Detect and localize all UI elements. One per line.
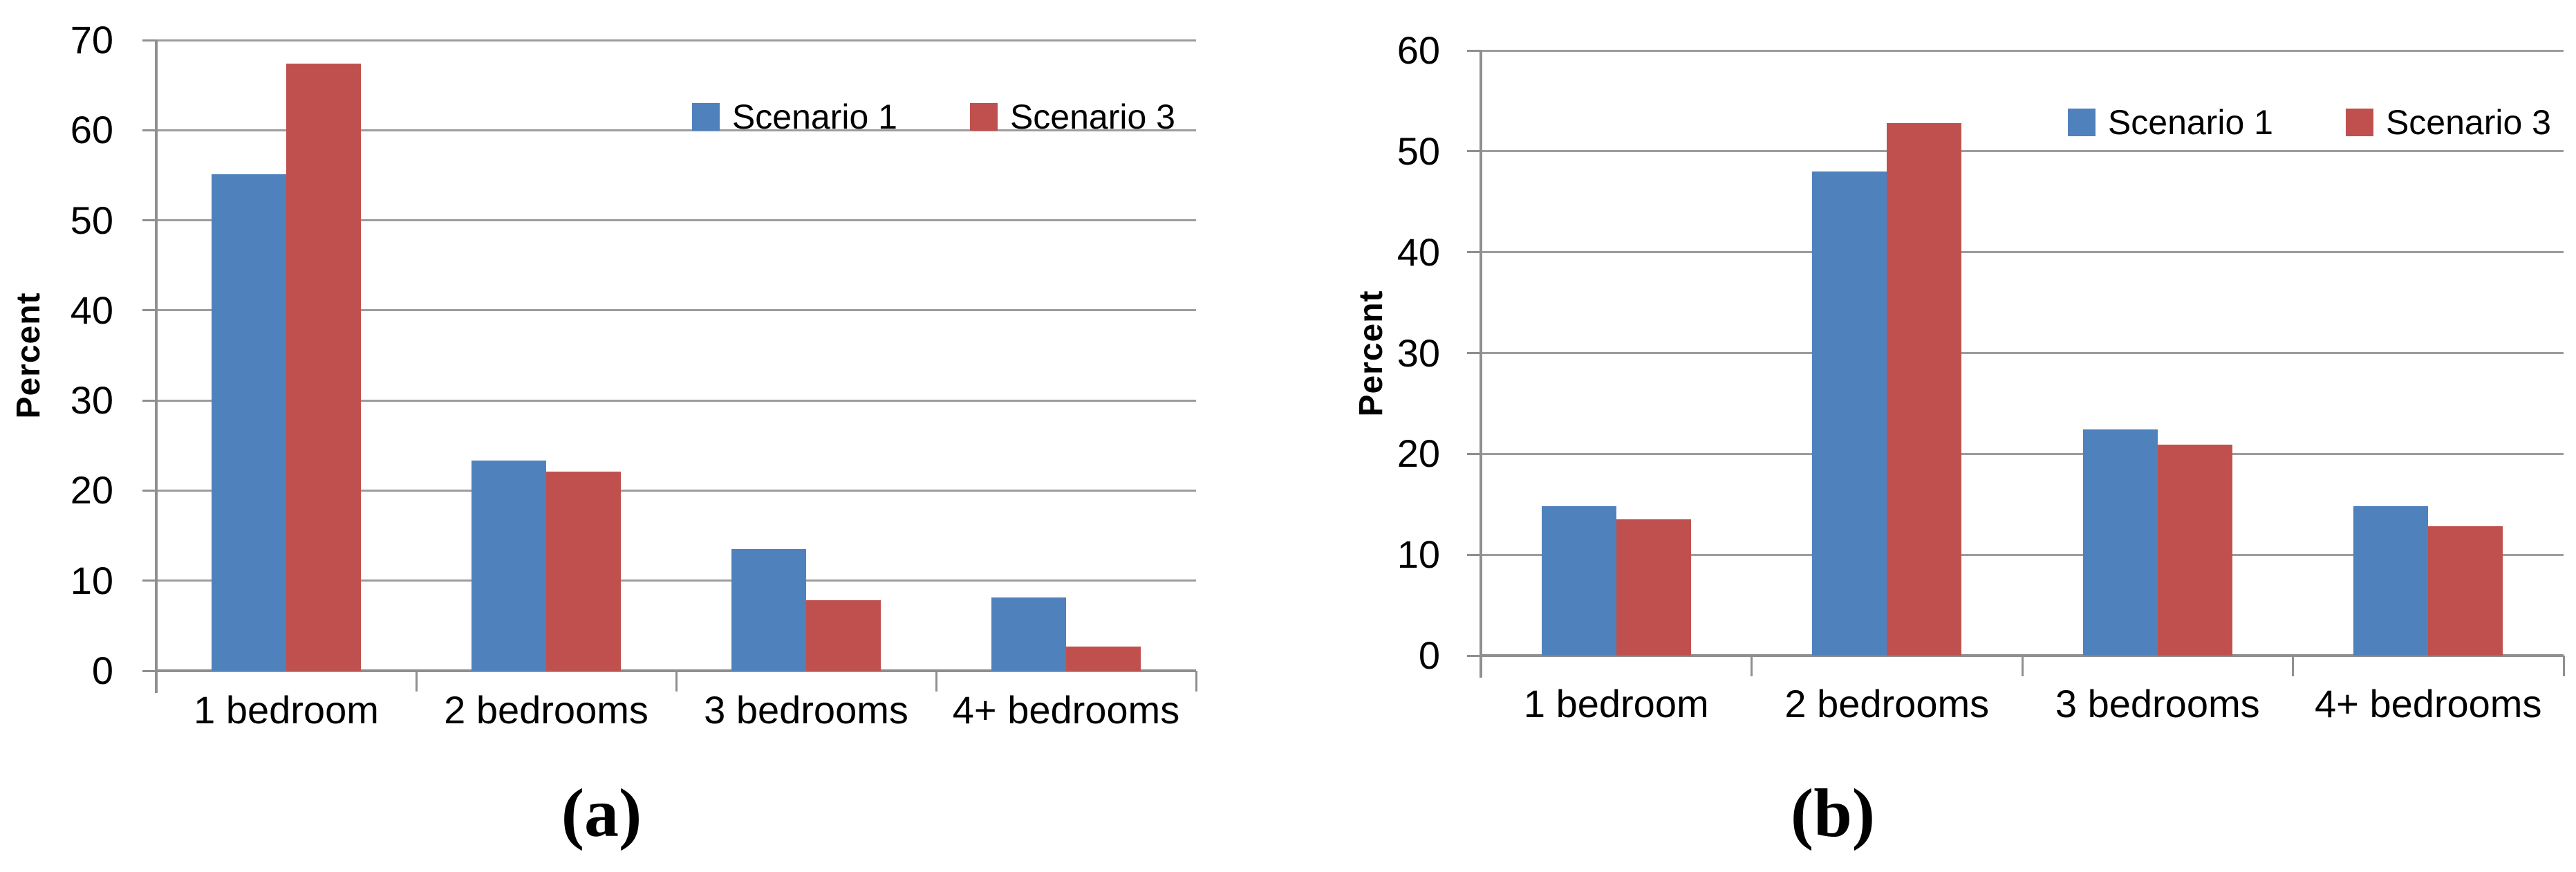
y-tick-label: 60 — [70, 108, 113, 152]
bar-scenario-3-4+-bedrooms — [1066, 646, 1141, 671]
y-axis-tick — [142, 309, 156, 312]
legend-item-scenario-1: Scenario 1 — [2067, 102, 2273, 142]
y-axis-tick — [142, 669, 156, 672]
x-axis-tick — [935, 671, 937, 692]
gridline — [156, 219, 1196, 222]
y-tick-label: 20 — [1397, 432, 1440, 476]
legend-swatch-icon — [691, 103, 720, 131]
legend-swatch-icon — [969, 103, 998, 131]
y-axis-tick — [142, 219, 156, 222]
bar-scenario-3-3-bedrooms — [806, 600, 881, 671]
x-tick-label: 1 bedroom — [1523, 682, 1709, 725]
y-axis-line — [155, 40, 158, 693]
gridline — [1481, 251, 2564, 254]
y-axis-tick — [1467, 150, 1481, 153]
x-tick-label: 3 bedrooms — [704, 688, 908, 732]
gridline — [1481, 452, 2564, 455]
y-axis-tick — [142, 129, 156, 131]
x-tick-label: 2 bedrooms — [444, 688, 648, 732]
chart-panel-b: Percent 0 10 20 30 40 50 60 1 bedroom 2 bedrooms… — [1251, 0, 2576, 872]
legend-item-scenario-1: Scenario 1 — [691, 97, 897, 137]
bar-scenario-1-4+-bedrooms — [2353, 506, 2429, 656]
legend-item-scenario-3: Scenario 3 — [969, 97, 1175, 137]
y-tick-label: 0 — [91, 649, 113, 692]
y-axis-tick — [142, 399, 156, 402]
gridline — [156, 309, 1196, 312]
y-tick-label: 50 — [70, 198, 113, 242]
y-tick-label: 10 — [70, 558, 113, 602]
y-axis-line — [1480, 50, 1482, 678]
y-axis-tick — [142, 489, 156, 492]
legend-swatch-icon — [2067, 109, 2096, 136]
bar-scenario-3-2-bedrooms — [1887, 123, 1962, 656]
legend-item-scenario-3: Scenario 3 — [2345, 102, 2551, 142]
chart-panel-a: Percent 0 10 20 30 40 50 60 70 1 bedroom 2 bedroo… — [0, 0, 1251, 872]
bar-scenario-1-2-bedrooms — [1812, 171, 1887, 656]
y-tick-label: 60 — [1397, 28, 1440, 72]
x-tick-label: 1 bedroom — [194, 688, 379, 732]
legend: Scenario 1 Scenario 3 — [691, 97, 1175, 137]
x-axis-tick — [1195, 671, 1197, 692]
gridline — [156, 489, 1196, 492]
y-axis-tick — [142, 39, 156, 41]
panel-caption-b: (b) — [1790, 774, 1876, 851]
bar-scenario-3-3-bedrooms — [2157, 445, 2232, 656]
legend-label: Scenario 1 — [2107, 103, 2273, 142]
bar-scenario-3-4+-bedrooms — [2428, 526, 2503, 656]
y-axis-tick — [142, 579, 156, 582]
bar-scenario-1-1-bedroom — [212, 174, 286, 671]
x-axis-tick — [415, 671, 418, 692]
gridline — [156, 39, 1196, 41]
y-tick-label: 0 — [1418, 633, 1440, 677]
panel-caption-a: (a) — [561, 774, 642, 851]
x-axis-tick — [155, 671, 158, 692]
legend-swatch-icon — [2345, 109, 2373, 136]
bar-scenario-1-3-bedrooms — [731, 549, 806, 671]
bar-scenario-3-1-bedroom — [286, 63, 361, 671]
gridline — [156, 399, 1196, 402]
bar-scenario-1-1-bedroom — [1541, 506, 1616, 656]
y-tick-label: 40 — [1397, 230, 1440, 274]
y-tick-label: 50 — [1397, 129, 1440, 173]
y-tick-label: 70 — [70, 18, 113, 62]
x-tick-label: 4+ bedrooms — [2315, 682, 2542, 725]
bar-scenario-3-2-bedrooms — [546, 472, 621, 671]
bar-scenario-1-2-bedrooms — [472, 461, 546, 671]
y-tick-label: 40 — [70, 288, 113, 332]
y-axis-tick — [1467, 654, 1481, 657]
x-tick-label: 3 bedrooms — [2055, 682, 2260, 725]
x-axis-tick — [1751, 656, 1753, 676]
gridline — [1481, 352, 2564, 354]
x-tick-label: 2 bedrooms — [1784, 682, 1990, 725]
y-tick-label: 10 — [1397, 532, 1440, 577]
legend: Scenario 1 Scenario 3 — [2067, 102, 2551, 142]
x-axis-tick — [2292, 656, 2294, 676]
y-axis-tick — [1467, 553, 1481, 556]
y-tick-label: 30 — [1397, 331, 1440, 375]
y-axis-tick — [1467, 352, 1481, 354]
y-tick-label: 30 — [70, 378, 113, 423]
x-axis-tick — [675, 671, 678, 692]
bar-scenario-1-4+-bedrooms — [991, 597, 1066, 671]
legend-label: Scenario 1 — [731, 98, 897, 136]
x-axis-tick — [2562, 656, 2565, 676]
y-tick-label: 20 — [70, 468, 113, 512]
gridline — [156, 579, 1196, 582]
bar-scenario-3-1-bedroom — [1616, 519, 1691, 656]
bar-scenario-1-3-bedrooms — [2082, 429, 2158, 656]
x-tick-label: 4+ bedrooms — [952, 688, 1180, 732]
x-axis-tick — [2021, 656, 2024, 676]
x-axis-tick — [1480, 656, 1482, 676]
y-axis-tick — [1467, 452, 1481, 455]
legend-label: Scenario 3 — [1009, 98, 1175, 136]
y-axis-tick — [1467, 251, 1481, 254]
gridline — [1481, 553, 2564, 556]
gridline — [1481, 49, 2564, 52]
gridline — [1481, 150, 2564, 153]
gridline — [156, 129, 1196, 131]
y-axis-tick — [1467, 49, 1481, 52]
legend-label: Scenario 3 — [2385, 103, 2551, 142]
